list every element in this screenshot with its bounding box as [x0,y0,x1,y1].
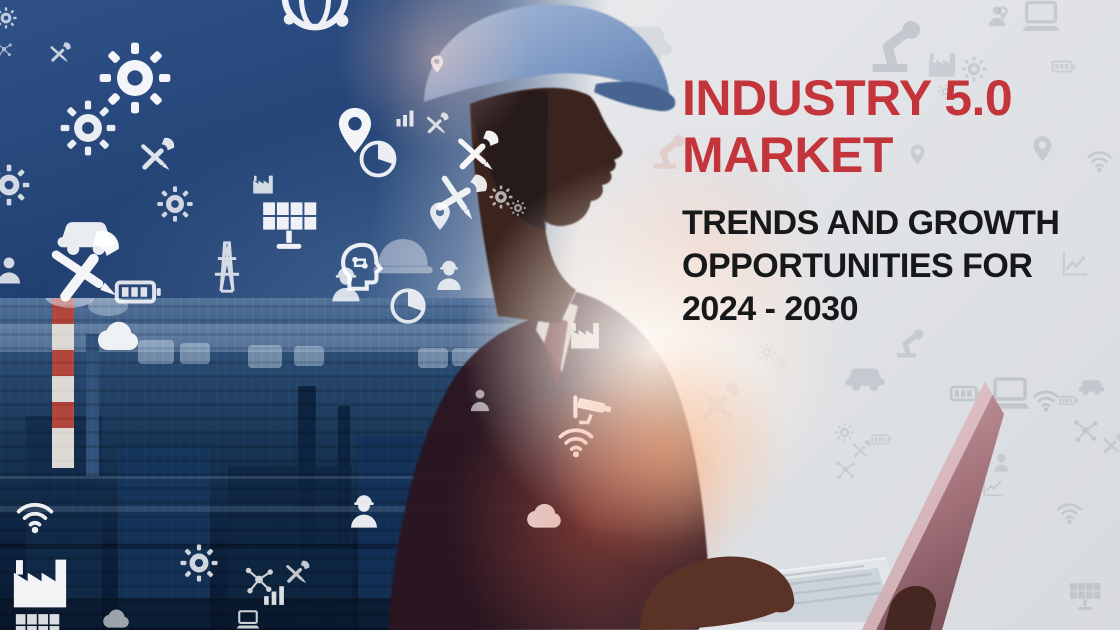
holding-hand [884,586,936,630]
page-subtitle: TRENDS AND GROWTH OPPORTUNITIES FOR 2024… [682,204,1060,328]
flare-warm [538,332,798,572]
hard-hat-brim [594,81,676,112]
typing-hand [640,556,795,630]
flare-top [335,0,535,155]
page-title: INDUSTRY 5.0 MARKET [682,70,1013,183]
laptop-lid-edge [862,382,993,630]
flare-haze [585,120,825,360]
headline-block: INDUSTRY 5.0 MARKET TRENDS AND GROWTH OP… [682,70,1082,331]
hard-hat [424,4,670,102]
